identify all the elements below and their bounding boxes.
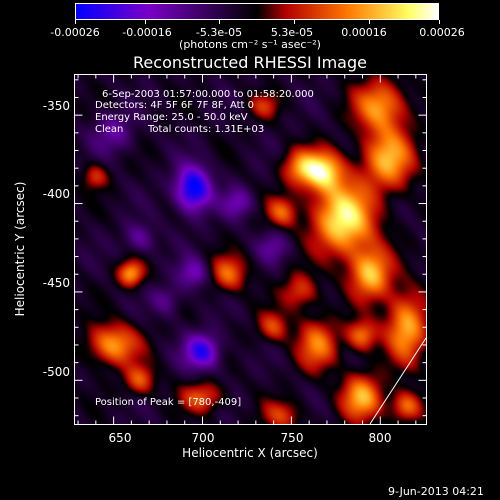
chart-title: Reconstructed RHESSI Image xyxy=(133,53,367,72)
colorbar-tick-label: -5.3e-05 xyxy=(195,26,243,39)
y-axis-label: Heliocentric Y (arcsec) xyxy=(13,181,27,317)
x-tick-label: 800 xyxy=(368,431,392,445)
colorbar-tick-label: -0.00016 xyxy=(122,26,172,39)
colorbar-tick-label: 5.3e-05 xyxy=(270,26,314,39)
footer-date: 9-Jun-2013 04:21 xyxy=(388,485,484,498)
time-range: 6-Sep-2003 01:57:00.000 to 01:58:20.000 xyxy=(102,89,314,100)
colorbar-tick-label: -0.00026 xyxy=(50,26,100,39)
plot-frame xyxy=(74,74,427,425)
method: Clean xyxy=(95,124,124,135)
colorbar xyxy=(75,3,439,20)
colorbar-unit-label: (photons cm⁻² s⁻¹ asec⁻²) xyxy=(179,38,321,51)
x-axis-label: Heliocentric X (arcsec) xyxy=(182,446,318,460)
colorbar-tick xyxy=(219,20,221,24)
colorbar-tick-label: 0.00026 xyxy=(419,26,465,39)
y-tick-label: -450 xyxy=(42,276,70,290)
x-tick-label: 650 xyxy=(108,431,132,445)
detectors: Detectors: 4F 5F 6F 7F 8F, Att 0 xyxy=(95,100,255,111)
energy-range: Energy Range: 25.0 - 50.0 keV xyxy=(95,112,248,123)
colorbar-tick xyxy=(438,20,440,24)
limb-line xyxy=(369,337,427,425)
colorbar-tick xyxy=(368,20,370,24)
total-counts: Total counts: 1.31E+03 xyxy=(148,124,265,135)
colorbar-gradient xyxy=(76,4,438,19)
y-tick-label: -400 xyxy=(42,187,70,201)
colorbar-tick-label: 0.00016 xyxy=(341,26,387,39)
peak-position: Position of Peak = [780,-409] xyxy=(95,397,242,408)
y-tick-label: -500 xyxy=(42,365,70,379)
x-tick-label: 700 xyxy=(191,431,215,445)
heatmap-image xyxy=(74,74,426,424)
x-tick-label: 750 xyxy=(280,431,304,445)
colorbar-tick xyxy=(144,20,146,24)
axis-ticks xyxy=(74,74,427,425)
colorbar-tick xyxy=(74,20,76,24)
colorbar-tick xyxy=(293,20,295,24)
y-tick-label: -350 xyxy=(42,99,70,113)
